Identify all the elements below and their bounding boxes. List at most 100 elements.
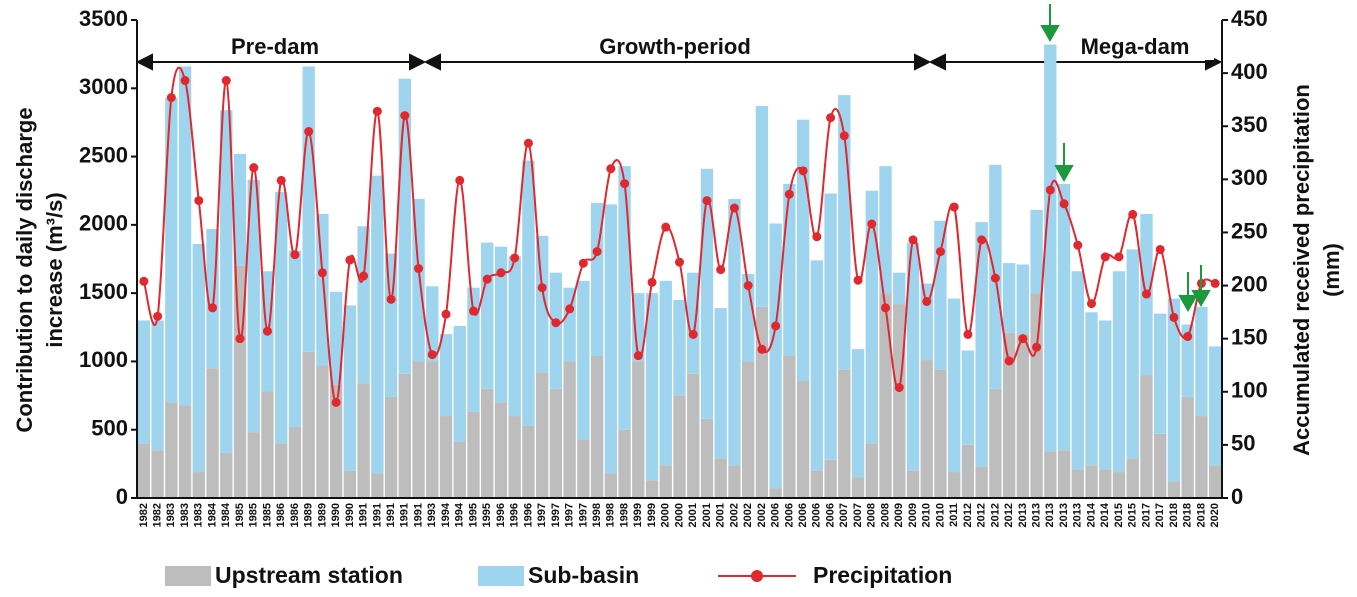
precipitation-point [180,76,190,86]
x-tick-label: 1983 [165,503,177,527]
bar [1195,306,1208,417]
precipitation-point [1183,332,1193,342]
precipitation-point [908,235,918,245]
y2-tick-label: 100 [1231,378,1268,403]
bar [1126,458,1139,498]
bar [1085,465,1098,498]
bar [1057,183,1071,451]
x-tick-label: 1982 [152,503,164,527]
x-tick-label: 2013 [1058,503,1070,527]
bar [632,293,645,362]
x-tick-label: 1995 [467,503,479,527]
x-tick-label: 2012 [976,503,988,527]
x-tick-label: 1984 [220,502,232,527]
bar [535,235,549,373]
precipitation-point [139,276,149,286]
precipitation-point [249,163,259,173]
bar [865,190,878,444]
x-tick-label: 2015 [1113,503,1125,527]
precipitation-point [867,219,877,229]
bar [769,488,782,498]
bar [371,473,384,498]
precipitation-point [1073,240,1083,250]
x-tick-label: 2001 [715,503,727,527]
x-tick-label: 2013 [1017,503,1029,527]
y2-tick-label: 250 [1231,218,1268,243]
y-tick-label: 0 [116,484,128,509]
bar [673,395,686,498]
bar [783,183,796,356]
precipitation-point [1141,289,1151,299]
x-tick-label: 2020 [1209,503,1221,527]
annotations [135,53,1223,71]
x-tick-label: 2008 [879,503,891,527]
bar [893,304,906,498]
precipitation-point [853,275,863,285]
bar [687,373,700,498]
bar [1181,324,1194,397]
bar [247,179,260,433]
precipitation-point [468,306,478,316]
bar [824,193,837,460]
precipitation-point [1004,356,1014,366]
bar [1030,209,1043,294]
bar [975,222,988,467]
period-arrow-head [135,53,427,71]
bar [481,242,494,389]
highlight-arrow-head [1191,290,1211,308]
precipitation-point [1128,209,1138,219]
x-tick-label: 2006 [770,503,782,527]
bar [151,450,164,498]
precipitation-point [359,271,369,281]
legend-label: Upstream station [215,562,403,588]
bar [577,439,590,498]
label-bg [205,36,345,60]
x-tick-label: 1991 [385,503,397,527]
legend-swatch [165,566,211,586]
bar [700,418,714,498]
bar [851,477,865,498]
bar [1057,450,1071,498]
bar [961,444,975,498]
x-tick-label: 2007 [838,503,850,527]
bar [1208,465,1222,498]
bar [728,198,741,466]
precipitation-point [482,274,492,284]
precipitation-point [427,350,437,360]
x-tick-label: 1982 [138,503,150,527]
precipitation-point [386,294,396,304]
x-tick-label: 1991 [371,503,383,527]
bar [1044,451,1057,498]
bar [1071,469,1084,498]
x-tick-label: 2014 [1099,502,1111,527]
bar [1154,433,1167,498]
precipitation-point [702,196,712,206]
legend-swatch [751,570,763,582]
precipitation-point [208,303,218,313]
precipitation-point [1100,252,1110,262]
bar [522,160,535,426]
x-tick-label: 1985 [234,503,246,527]
x-tick-label: 1996 [522,503,534,527]
bar [288,426,302,498]
x-tick-label: 1989 [303,503,315,527]
x-tick-label: 2013 [1072,503,1084,527]
x-tick-label: 2000 [673,503,685,527]
x-tick-label: 2009 [893,503,905,527]
y-tick-label: 3000 [79,74,128,99]
y2-tick-label: 150 [1231,324,1268,349]
bar [645,480,659,498]
x-tick-label: 1984 [206,502,218,527]
bar [618,429,631,498]
precipitation-point [304,127,314,137]
bar [1112,271,1126,473]
precipitation-point [826,113,836,123]
x-tick-label: 1997 [550,503,562,527]
x-tick-label: 2017 [1140,503,1152,527]
bar [934,369,947,498]
bar [137,443,151,498]
x-tick-label: 1990 [330,503,342,527]
precipitation-point [592,247,602,257]
x-tick-label: 2008 [866,503,878,527]
x-tick-label: 2018 [1195,503,1207,527]
